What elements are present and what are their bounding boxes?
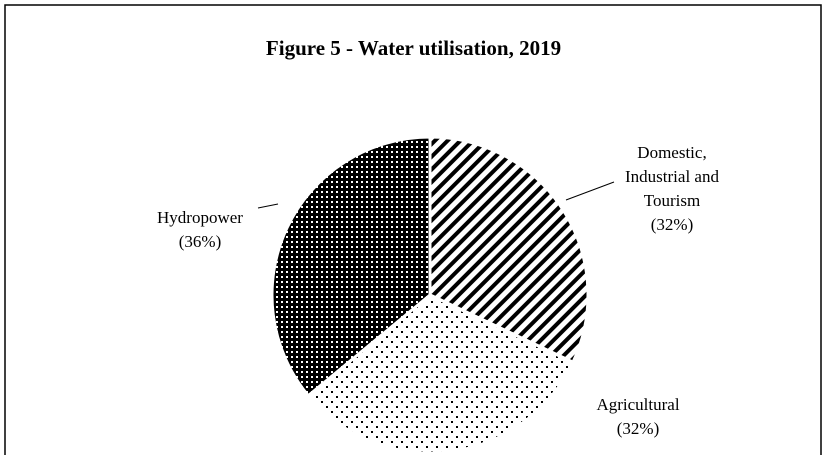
slice-label: Domestic, Industrial and Tourism (32%): [616, 141, 728, 237]
category-label: Domestic, Industrial and Tourism: [625, 143, 719, 210]
pie-slice: [428, 135, 590, 365]
category-label: Agricultural: [596, 395, 680, 414]
leader-line: [257, 203, 279, 209]
value-label: (36%): [178, 232, 222, 251]
chart-title: Figure 5 - Water utilisation, 2019: [265, 36, 562, 60]
slice-label: Agricultural (32%): [558, 393, 718, 441]
leader-line: [565, 181, 615, 201]
frame: [4, 4, 822, 455]
pie: [270, 135, 590, 455]
pie-slice: [306, 293, 575, 455]
value-label: (32%): [650, 215, 694, 234]
pie-slice: [270, 135, 432, 398]
value-label: (32%): [616, 419, 660, 438]
slice-label: Hydropower (36%): [120, 206, 280, 254]
category-label: Hydropower: [157, 208, 243, 227]
